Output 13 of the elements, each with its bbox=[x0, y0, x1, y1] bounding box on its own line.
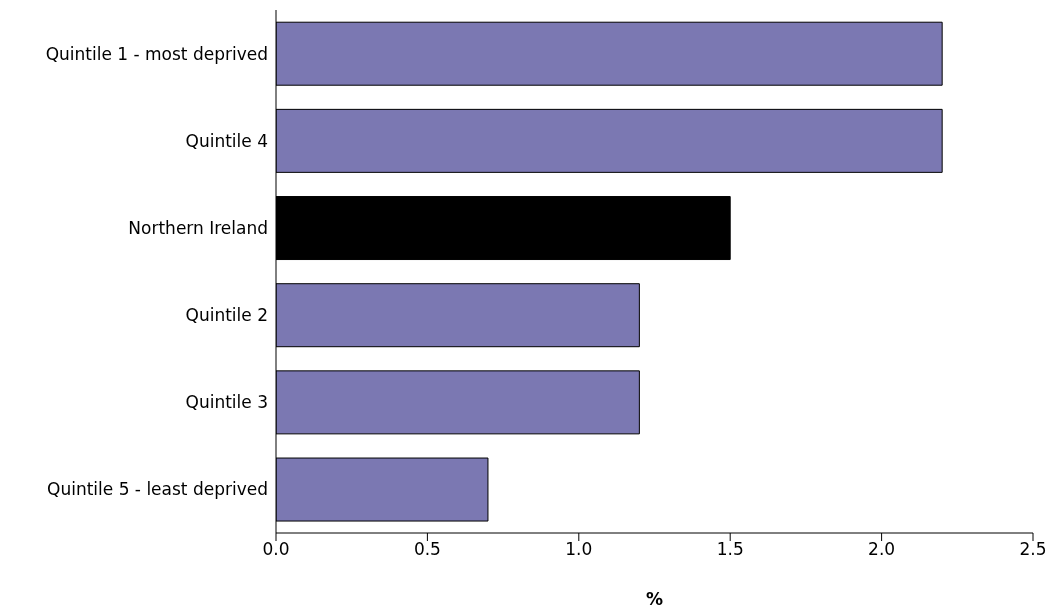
x-tick-label: 2.0 bbox=[868, 539, 896, 560]
x-tick-label: 0.0 bbox=[262, 539, 290, 560]
x-tick-label: 0.5 bbox=[413, 539, 441, 560]
y-tick-label: Quintile 1 - most deprived bbox=[45, 43, 268, 64]
y-tick-label: Quintile 2 bbox=[185, 305, 268, 326]
x-tick-label: 1.0 bbox=[565, 539, 593, 560]
y-tick-label: Quintile 4 bbox=[185, 130, 268, 151]
x-tick-label: 2.5 bbox=[1019, 539, 1047, 560]
x-tick-label: 1.5 bbox=[716, 539, 744, 560]
x-axis-title: % bbox=[645, 589, 664, 609]
y-tick-label: Quintile 3 bbox=[185, 392, 268, 413]
y-tick-label: Northern Ireland bbox=[128, 217, 268, 238]
y-tick-label: Quintile 5 - least deprived bbox=[47, 479, 268, 500]
